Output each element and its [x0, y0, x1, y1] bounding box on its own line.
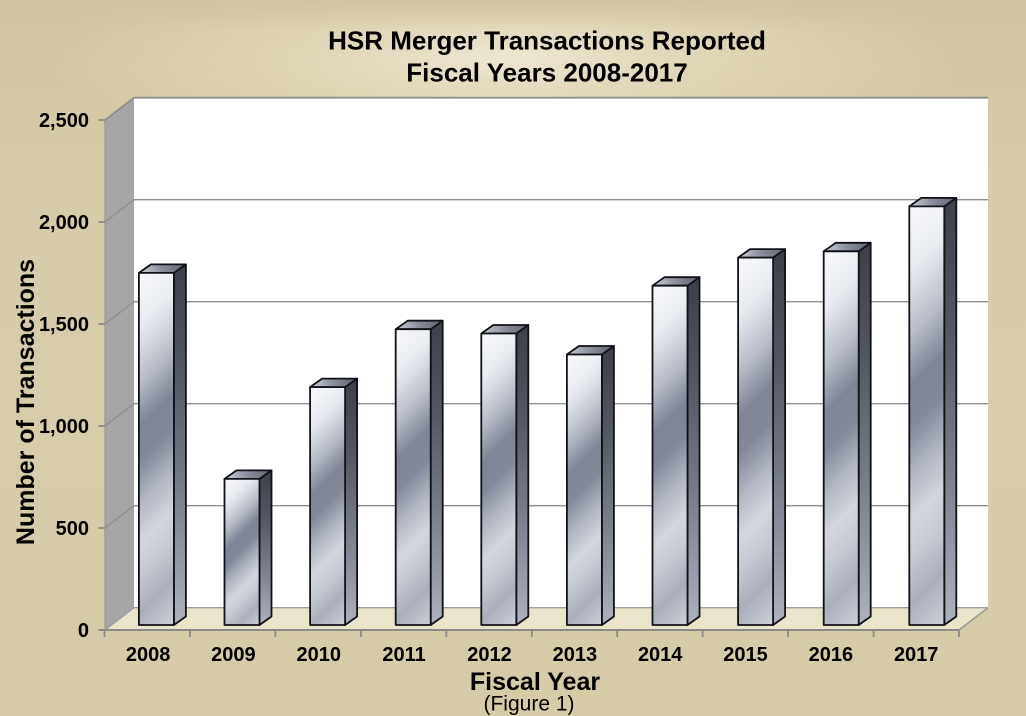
- svg-text:Number of Transactions: Number of Transactions: [12, 259, 40, 545]
- svg-text:Fiscal Years 2008-2017: Fiscal Years 2008-2017: [406, 58, 687, 88]
- svg-text:2009: 2009: [211, 644, 256, 666]
- svg-text:Fiscal Year: Fiscal Year: [470, 668, 600, 696]
- svg-text:2008: 2008: [126, 644, 171, 666]
- svg-text:2014: 2014: [638, 644, 683, 666]
- svg-text:500: 500: [56, 518, 89, 540]
- svg-text:2015: 2015: [723, 644, 768, 666]
- svg-text:2,500: 2,500: [39, 110, 89, 132]
- svg-text:2010: 2010: [297, 644, 342, 666]
- svg-text:2012: 2012: [467, 644, 512, 666]
- svg-text:HSR Merger Transactions Report: HSR Merger Transactions Reported: [328, 26, 766, 56]
- svg-text:0: 0: [78, 620, 89, 642]
- svg-text:2016: 2016: [809, 644, 854, 666]
- svg-text:2017: 2017: [894, 644, 939, 666]
- svg-text:2,000: 2,000: [39, 212, 89, 234]
- svg-text:2011: 2011: [382, 644, 425, 666]
- svg-text:2013: 2013: [553, 644, 598, 666]
- svg-text:1,000: 1,000: [39, 416, 89, 438]
- svg-text:(Figure 1): (Figure 1): [483, 693, 574, 716]
- svg-text:1,500: 1,500: [39, 314, 89, 336]
